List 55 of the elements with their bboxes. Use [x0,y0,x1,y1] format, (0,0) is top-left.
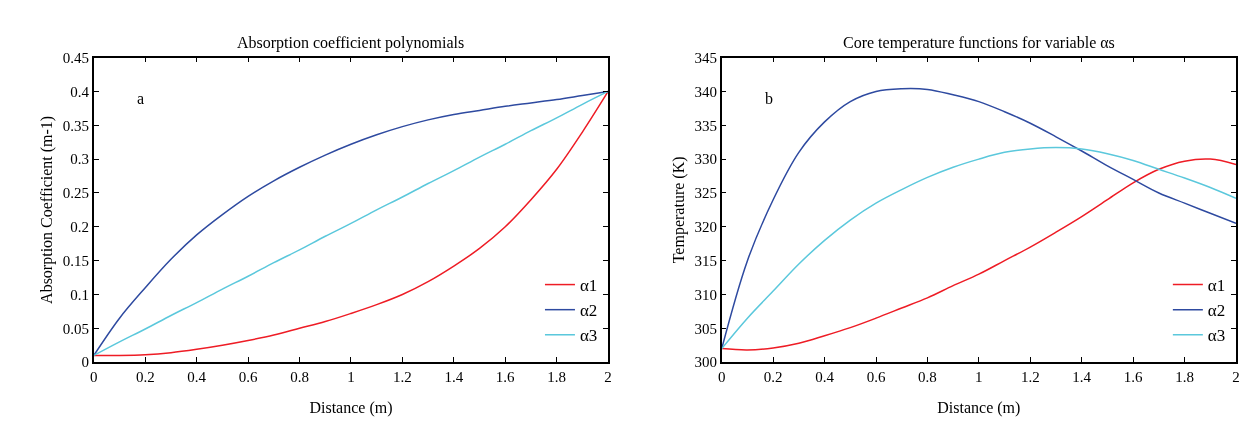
x-tick-label: 1 [347,368,355,385]
x-tick-label: 1.8 [547,368,567,385]
y-tick-label: 0.35 [62,117,90,134]
y-tick-label: 0.45 [62,49,90,66]
x-tick-label: 1 [975,368,983,385]
y-tick-label: 315 [694,252,717,269]
x-tick-label: 1.2 [393,368,412,385]
y-tick-label: 0.05 [62,320,90,337]
y-tick-label: 0 [81,354,90,371]
y-tick-label: 330 [694,151,717,168]
x-axis-title: Distance (m) [937,399,1021,418]
x-tick-label: 0.8 [918,368,937,385]
x-tick-label: 0.6 [238,368,258,385]
x-tick-label: 0.4 [815,368,835,385]
y-tick-label: 305 [694,320,717,337]
x-tick-label: 0.2 [763,368,783,385]
x-tick-label: 2 [1232,368,1240,385]
x-tick-label: 1.4 [1072,368,1092,385]
y-tick-label: 320 [694,219,717,236]
x-tick-label: 2 [604,368,612,385]
x-tick-label: 1.6 [495,368,516,385]
x-tick-label: 1.4 [444,368,464,385]
legend-label: α2 [1207,301,1226,321]
y-tick-label: 345 [694,49,717,66]
x-tick-label: 0.2 [135,368,155,385]
y-axis-title: Temperature (K) [669,156,688,264]
legend-label: α3 [1207,326,1226,346]
y-tick-label: 0.3 [70,151,90,168]
y-tick-label: 0.1 [70,286,90,303]
legend-label: α1 [579,276,598,296]
x-tick-label: 1.2 [1020,368,1040,385]
chart-title: Core temperature functions for variable αs [843,34,1115,52]
annotation: a [137,90,145,107]
x-tick-label: 1.6 [1123,368,1144,385]
line-series [93,90,609,357]
x-tick-label: 1.8 [1175,368,1194,385]
x-tick-label: 0.8 [290,368,309,385]
x-axis-title: Distance (m) [309,399,393,418]
y-tick-label: 0.4 [70,83,90,100]
annotation: b [765,90,773,107]
y-tick-label: 310 [694,286,717,303]
y-tick-label: 0.15 [62,252,90,269]
y-tick-label: 335 [694,117,717,134]
y-tick-label: 325 [694,185,717,202]
x-tick-label: 0.4 [187,368,207,385]
legend-label: α2 [579,301,598,321]
legend-label: α3 [579,326,598,346]
y-tick-label: 340 [694,83,717,100]
chart-title: Absorption coefficient polynomials [237,34,465,52]
y-tick-label: 0.25 [62,185,90,202]
y-tick-label: 300 [694,354,717,371]
legend-label: α1 [1207,276,1226,296]
x-tick-label: 0.6 [866,368,886,385]
y-tick-label: 0.2 [70,219,90,236]
y-axis-title: Absorption Coefficient (m-1) [38,115,57,304]
